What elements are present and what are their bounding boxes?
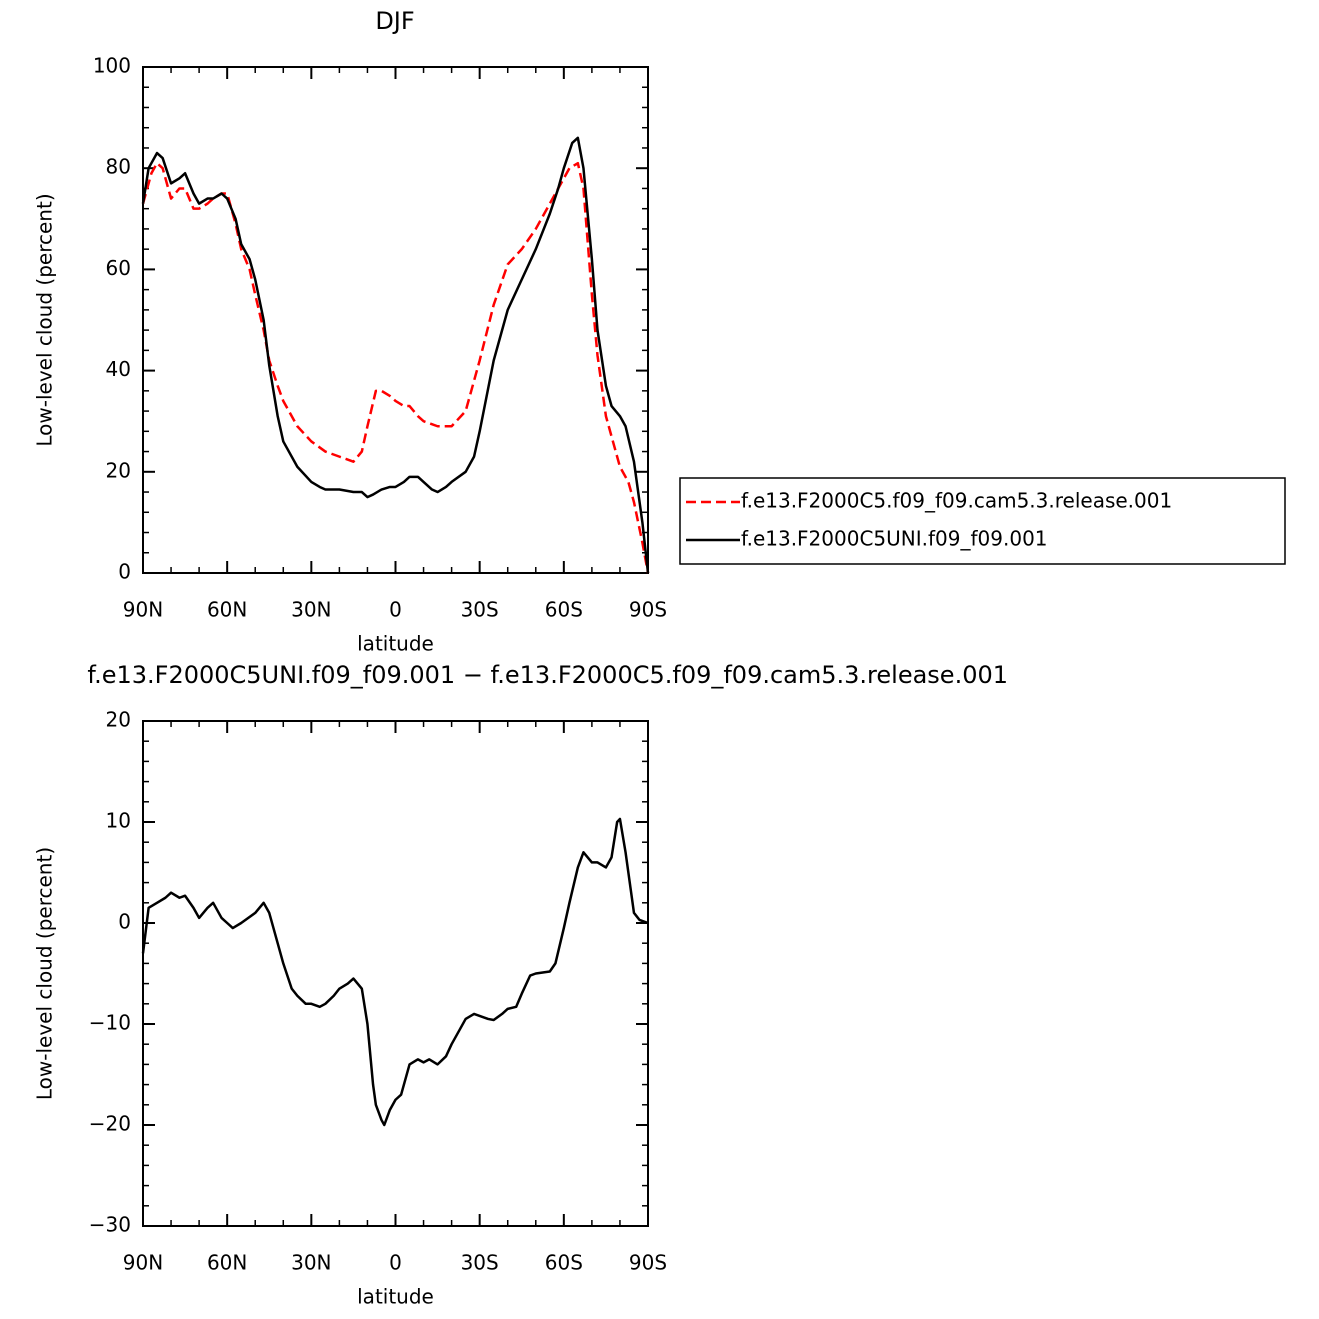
y-tick-label: 10 [106,809,131,833]
x-tick-label: 90S [629,1251,667,1275]
y-tick-label: 60 [106,256,131,280]
x-tick-label: 90N [123,598,163,622]
legend-box [679,477,1286,565]
y-tick-label: 20 [106,708,131,732]
y-tick-label: 0 [118,560,131,584]
y-tick-label: −10 [89,1011,131,1035]
series-line [141,817,649,1127]
x-tick-label: 60N [207,1251,247,1275]
x-tick-label: 90N [123,1251,163,1275]
legend: f.e13.F2000C5.f09_f09.cam5.3.release.001… [679,477,1286,565]
x-tick-label: 30S [461,598,499,622]
y-tick-label: −20 [89,1112,131,1136]
x-tick-label: 30N [291,1251,331,1275]
y-tick-label: 0 [118,910,131,934]
x-tick-label: 30S [461,1251,499,1275]
x-tick-label: 0 [389,1251,402,1275]
y-tick-label: −30 [89,1213,131,1237]
x-tick-label: 60N [207,598,247,622]
x-axis-label: latitude [357,632,434,656]
y-axis-label: Low-level cloud (percent) [33,847,57,1100]
y-tick-label: 40 [106,357,131,381]
plot-frame [142,720,649,1227]
x-tick-label: 60S [545,598,583,622]
x-tick-label: 90S [629,598,667,622]
series-line [141,161,650,574]
y-tick-label: 20 [106,458,131,482]
y-tick-label: 80 [106,155,131,179]
chart-title: DJF [375,7,414,35]
x-tick-label: 60S [545,1251,583,1275]
legend-label: f.e13.F2000C5UNI.f09_f09.001 [741,527,1048,551]
x-tick-label: 30N [291,598,331,622]
y-axis-label: Low-level cloud (percent) [33,193,57,446]
legend-label: f.e13.F2000C5.f09_f09.cam5.3.release.001 [741,489,1172,513]
series-line [141,136,650,574]
x-axis-label: latitude [357,1285,434,1309]
x-tick-label: 0 [389,598,402,622]
chart-title: f.e13.F2000C5UNI.f09_f09.001 − f.e13.F20… [87,661,1008,689]
y-tick-label: 100 [93,54,131,78]
